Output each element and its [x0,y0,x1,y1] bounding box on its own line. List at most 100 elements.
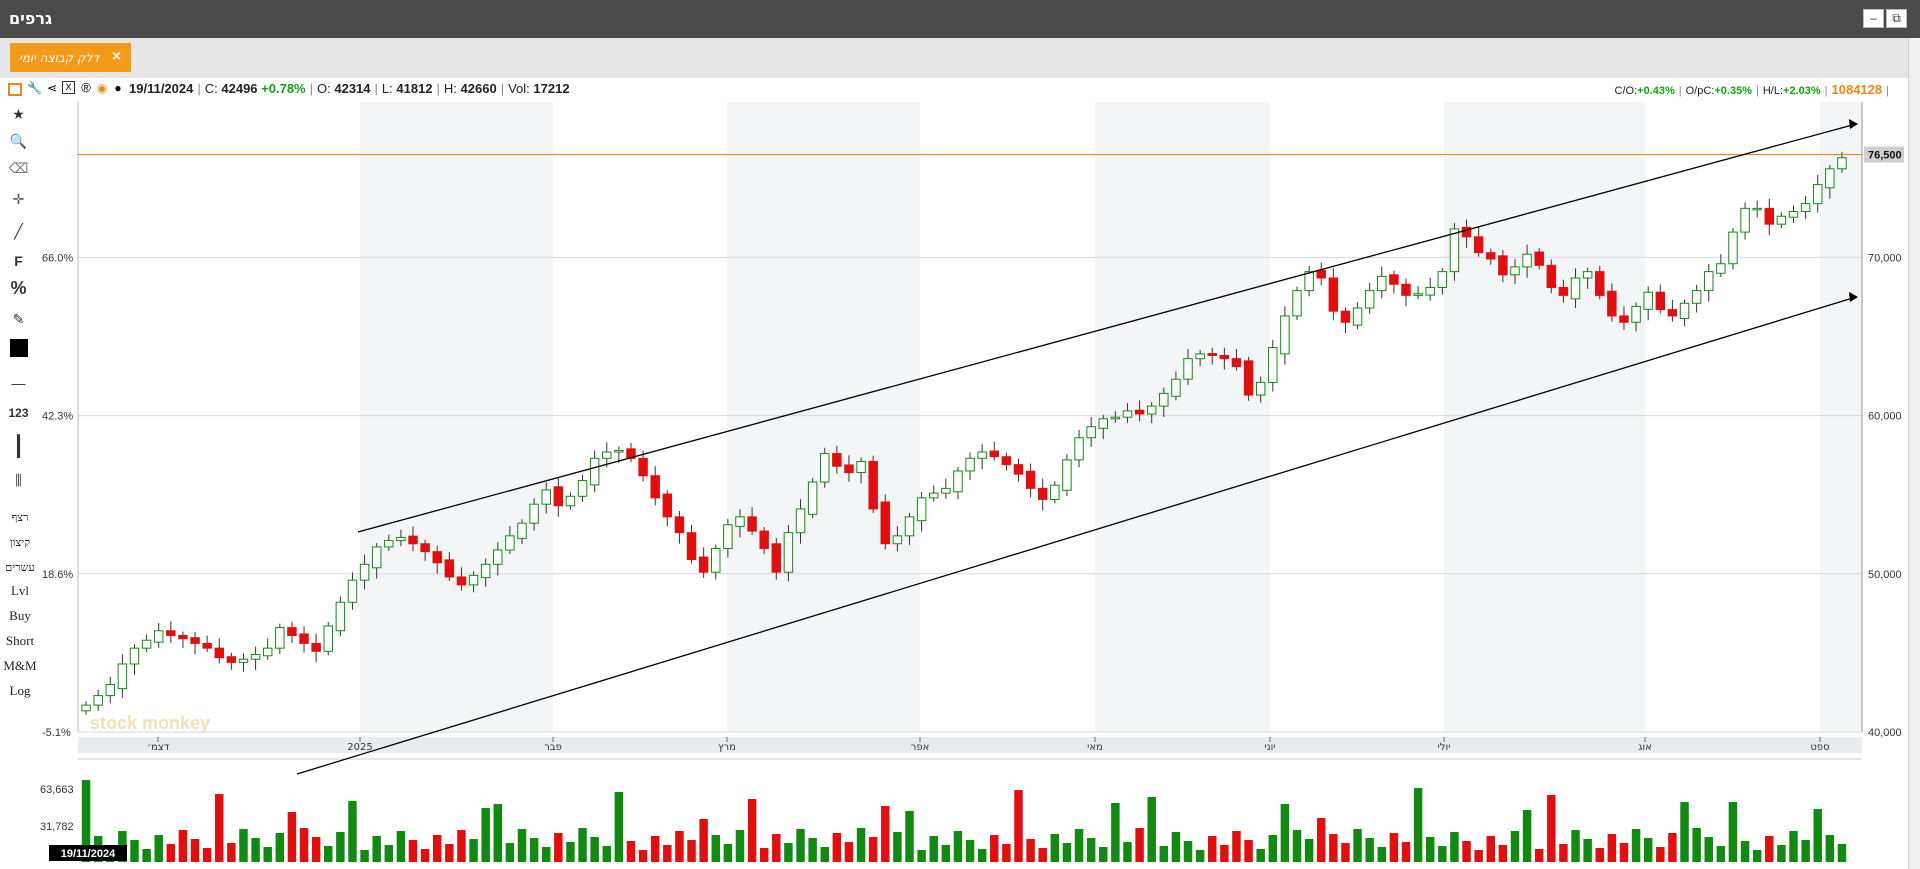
candle-body [1050,484,1060,500]
volume-bar [590,837,599,862]
level-label: 76,500 [1868,150,1902,162]
x-tick-label: יוני [1264,742,1275,753]
share-icon[interactable]: ⋖ [46,81,58,95]
tool-sequence[interactable]: רצף [11,512,29,524]
volume-bar [1389,833,1399,862]
volume-bar [1074,829,1084,862]
pen-line-icon[interactable]: ╱ [14,223,23,239]
volume-bar [1195,850,1205,862]
info-close: 42496 [221,81,258,96]
candle-style-icon[interactable]: ⫼ [15,472,22,488]
volume-bar [687,840,696,862]
volume-bar [1752,850,1762,862]
y-pct-label: -5.1% [42,727,71,739]
play-icon[interactable]: ◉ [96,81,108,95]
candle-body [844,464,854,474]
candle-body [1510,266,1520,276]
wrench-icon[interactable]: 🔧 [27,81,42,95]
candle-body [674,516,685,534]
tool-twenty[interactable]: עשרים [5,562,35,574]
candle-body [735,516,745,527]
edit-icon[interactable]: ✎ [12,311,25,327]
volume-bar [154,835,163,862]
candle-body [1667,309,1678,317]
calendar-icon[interactable] [8,83,22,96]
x-axis-strip [78,737,1862,753]
measure-tool[interactable]: 123 [8,406,29,420]
candle-body [1546,264,1557,288]
volume-bar [420,849,430,862]
restore-button[interactable]: ⧉ [1886,9,1907,28]
volume-bar [578,828,587,862]
volume-bar [1111,803,1120,862]
candle-body [1086,426,1096,439]
volume-bar [541,847,551,862]
eraser-icon[interactable]: ⌫ [8,160,29,176]
percent-tool[interactable]: % [10,278,27,298]
candle-body [444,559,455,578]
volume-bar [759,848,769,862]
candle-body [614,449,624,453]
minimize-button[interactable]: – [1863,9,1884,28]
candle-body [1292,290,1302,317]
color-swatch-icon[interactable] [5,336,32,358]
month-band [1820,102,1862,732]
month-band [1444,102,1645,732]
candle-body [686,532,697,561]
fibonacci-tool[interactable]: F [14,253,23,269]
volume-bar [445,844,454,862]
candle-body [759,530,769,549]
tab-chart[interactable]: דלק קבוצה יומי × [10,43,131,72]
candle-body [1268,347,1278,383]
volume-bar [1329,834,1338,862]
level-label-bg [1864,146,1904,163]
candle-body [1389,274,1399,285]
candle-body [529,503,539,524]
candle-body [1413,293,1423,296]
tool-buy[interactable]: Buy [9,608,31,623]
registered-icon[interactable]: ® [81,80,91,95]
tab-close-button[interactable]: × [111,49,122,64]
zoom-icon[interactable]: 🔍 [9,133,28,149]
volume-bar [1571,830,1580,862]
comment-icon[interactable]: ● [114,81,122,95]
candle-body [1582,271,1593,279]
candle-body [1570,277,1581,300]
excel-icon[interactable]: X [62,81,75,94]
volume-bar [215,794,224,862]
crosshair-icon[interactable]: ✛ [12,191,25,207]
candle-body [299,633,309,644]
volume-bar [251,838,260,862]
candle-body [432,551,442,564]
candle-body [1377,275,1387,292]
tool-log[interactable]: Log [9,683,31,698]
candle-body [456,576,467,586]
tool-short[interactable]: Short [5,633,35,648]
volume-bar [735,830,745,862]
candle-body [856,460,866,474]
star-icon[interactable]: ★ [12,106,25,122]
x-tick-label: 2025 [347,742,372,753]
tool-lvl[interactable]: Lvl [10,583,30,598]
vertical-line-icon[interactable]: ┃ [12,436,25,458]
tool-mm[interactable]: M&M [3,658,37,673]
volume-bar [1062,843,1072,862]
candle-body [589,457,600,486]
volume-bar [905,811,914,862]
volume-bar [1801,840,1810,862]
candle-body [807,481,818,515]
tool-extreme[interactable]: קיצון [9,537,31,549]
volume-bar [1450,832,1459,862]
candle-body [311,642,321,652]
candle-body [771,543,782,573]
volume-bar [517,829,527,862]
candle-body [1025,470,1036,489]
dash-icon[interactable]: — [11,375,26,391]
candle-body [904,516,915,537]
x-tick-label: יולי [1438,742,1451,753]
candle-body [493,549,503,565]
volume-bar [1522,810,1532,862]
volume-bar [299,828,309,862]
scrollbar[interactable] [1908,38,1920,869]
